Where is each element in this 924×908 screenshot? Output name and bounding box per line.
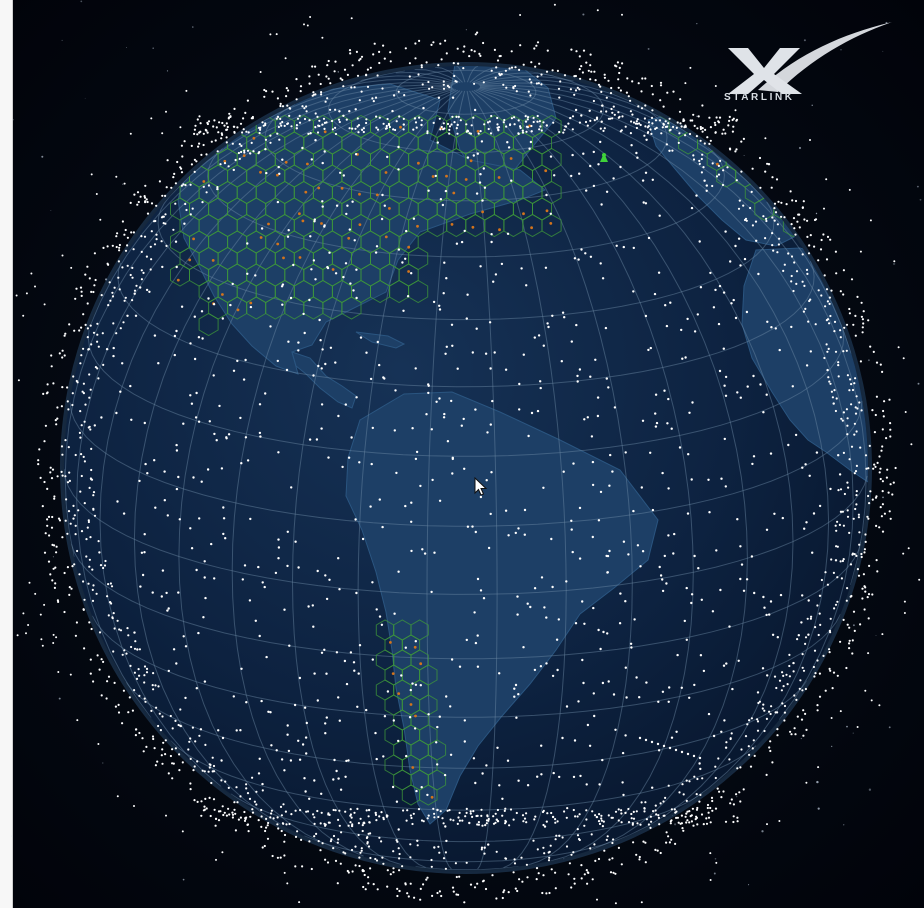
coverage-cells (170, 98, 803, 806)
south-america (345, 391, 659, 825)
graticule-grid (64, 66, 868, 870)
cuba (355, 331, 406, 349)
mouse-pointer-icon (474, 477, 488, 496)
central-america (291, 351, 357, 409)
satellite-constellation (15, 3, 921, 905)
satellite-train (638, 736, 702, 760)
starlink-wordmark: STARLINK (724, 92, 795, 103)
north-america (177, 83, 546, 375)
window-edge (0, 0, 13, 908)
starlink-x-swoosh-logo (728, 22, 892, 94)
ground-station-marker[interactable] (600, 153, 608, 162)
greenland (447, 66, 557, 183)
